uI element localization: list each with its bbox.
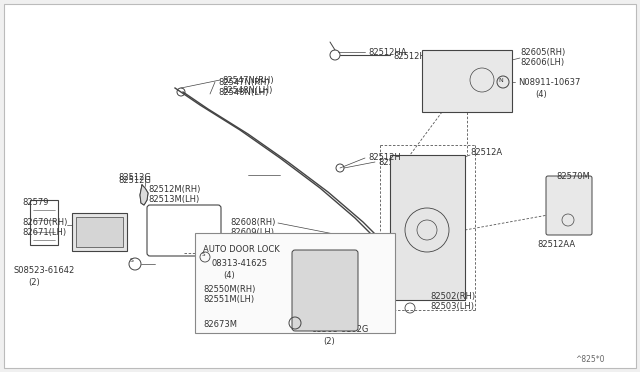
Text: 82512H: 82512H: [368, 153, 401, 162]
Text: 82671(LH): 82671(LH): [22, 228, 66, 237]
Text: 82512H: 82512H: [378, 158, 411, 167]
Text: 08313-41625: 08313-41625: [211, 259, 267, 268]
Bar: [76, 217, 123, 247]
FancyBboxPatch shape: [546, 176, 592, 235]
Text: 82608(RH): 82608(RH): [230, 218, 275, 227]
FancyBboxPatch shape: [292, 250, 358, 331]
Text: N: N: [499, 77, 504, 83]
Text: 82513M(LH): 82513M(LH): [148, 195, 199, 204]
Text: 82605(RH): 82605(RH): [520, 48, 565, 57]
Text: B: B: [291, 318, 295, 324]
Text: 82609(LH): 82609(LH): [230, 228, 274, 237]
Text: 82570M: 82570M: [556, 172, 589, 181]
Bar: [195, 233, 395, 333]
Text: (2): (2): [323, 337, 335, 346]
Text: 82512HA: 82512HA: [393, 52, 431, 61]
Text: (4): (4): [535, 90, 547, 99]
Text: 82547N(RH): 82547N(RH): [222, 76, 274, 85]
Text: AUTO DOOR LOCK: AUTO DOOR LOCK: [203, 245, 280, 254]
Text: 82551M(LH): 82551M(LH): [203, 295, 254, 304]
Bar: [72, 213, 127, 251]
Text: S: S: [130, 259, 134, 263]
Text: 82550M(RH): 82550M(RH): [203, 285, 255, 294]
Text: N08911-10637: N08911-10637: [518, 78, 580, 87]
Bar: [30, 200, 58, 245]
Text: (4): (4): [223, 271, 235, 280]
Text: S: S: [201, 253, 205, 257]
Text: 82673M: 82673M: [203, 320, 237, 329]
Text: 82512HA: 82512HA: [368, 48, 406, 57]
Bar: [390, 155, 465, 300]
Text: 82547N(RH): 82547N(RH): [218, 78, 269, 87]
Text: 82512G: 82512G: [118, 176, 151, 185]
Text: 82670(RH): 82670(RH): [22, 218, 67, 227]
Text: 82512G: 82512G: [118, 173, 151, 182]
Bar: [422, 50, 512, 112]
Text: 82606(LH): 82606(LH): [520, 58, 564, 67]
Text: S08523-61642: S08523-61642: [14, 266, 76, 275]
Text: ^825*0: ^825*0: [575, 355, 605, 364]
Text: 08368-6102G: 08368-6102G: [311, 325, 369, 334]
Text: 82503(LH): 82503(LH): [430, 302, 474, 311]
Text: 82502(RH): 82502(RH): [430, 292, 475, 301]
Polygon shape: [140, 185, 148, 205]
Text: 82548N(LH): 82548N(LH): [218, 88, 268, 97]
Text: (2): (2): [28, 278, 40, 287]
Text: 82579: 82579: [22, 198, 49, 207]
Text: 82512A: 82512A: [470, 148, 502, 157]
Text: 82512M(RH): 82512M(RH): [148, 185, 200, 194]
Text: 82548N(LH): 82548N(LH): [222, 86, 273, 95]
Text: 82512AA: 82512AA: [537, 240, 575, 249]
